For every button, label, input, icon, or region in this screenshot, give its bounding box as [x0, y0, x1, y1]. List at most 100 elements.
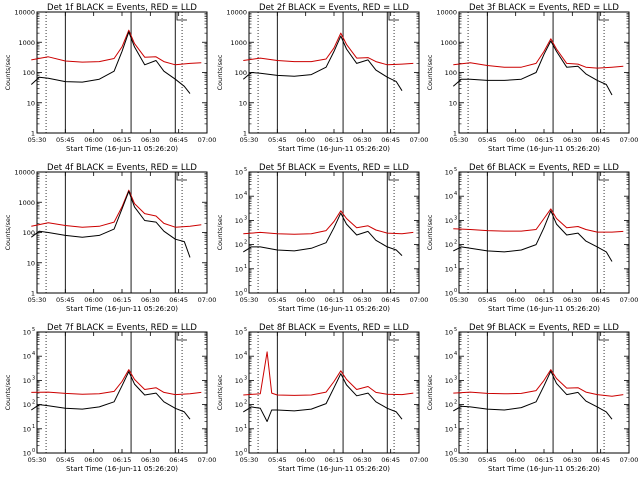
panel-title: Det 8f BLACK = Events, RED = LLD: [259, 323, 409, 333]
x-tick-label: 06:00: [296, 456, 315, 464]
y-tick-exponent: 5: [32, 327, 35, 333]
x-tick-label: 06:30: [353, 456, 372, 464]
x-tick-label: 07:00: [198, 296, 217, 304]
y-axis-label: Counts/sec: [426, 374, 434, 410]
x-axis-label: Start Time (16-Jun-11 05:26:20): [488, 465, 600, 473]
x-tick-label: 07:00: [620, 456, 639, 464]
x-tick-label: 05:30: [240, 456, 259, 464]
plot-frame: [248, 11, 420, 134]
legend-box: [388, 332, 399, 341]
events-series-line: [31, 371, 191, 420]
panel-title: Det 4f BLACK = Events, RED = LLD: [47, 163, 197, 173]
x-tick-label: 05:45: [56, 136, 75, 144]
events-series-line: [243, 373, 403, 422]
y-tick-label: 10: [445, 401, 453, 409]
legend-box: [388, 172, 399, 181]
x-tick-label: 06:45: [591, 136, 610, 144]
x-tick-label: 06:30: [353, 136, 372, 144]
x-axis-label: Start Time (16-Jun-11 05:26:20): [278, 145, 390, 153]
y-tick-exponent: 3: [454, 375, 457, 381]
x-tick-label: 06:45: [591, 456, 610, 464]
x-tick-label: 06:00: [506, 456, 525, 464]
plot-frame: [248, 331, 420, 454]
panel-title: Det 6f BLACK = Events, RED = LLD: [469, 163, 619, 173]
x-axis-label: Start Time (16-Jun-11 05:26:20): [66, 305, 178, 313]
x-tick-label: 06:15: [325, 296, 344, 304]
x-tick-label: 05:30: [240, 296, 259, 304]
y-tick-exponent: 3: [32, 375, 35, 381]
x-axis-label: Start Time (16-Jun-11 05:26:20): [488, 305, 600, 313]
y-axis-label: Counts/sec: [216, 54, 224, 90]
x-tick-label: 06:15: [325, 456, 344, 464]
y-tick-label: 100: [445, 69, 457, 77]
y-tick-label: 10: [235, 241, 243, 249]
legend-box: [598, 332, 609, 341]
y-tick-exponent: 3: [244, 375, 247, 381]
x-tick-label: 06:15: [535, 456, 554, 464]
y-tick-exponent: 0: [454, 288, 457, 294]
panel-4: Det 4f BLACK = Events, RED = LLD 05:30 05:…: [4, 163, 216, 313]
panel-8: Det 8f BLACK = Events, RED = LLD 05:30 05:…: [216, 323, 428, 473]
x-tick-label: 07:00: [410, 456, 429, 464]
y-tick-exponent: 4: [32, 351, 35, 357]
y-tick-exponent: 1: [244, 264, 247, 270]
y-tick-exponent: 3: [454, 215, 457, 221]
x-tick-label: 06:45: [591, 296, 610, 304]
x-tick-label: 06:15: [535, 296, 554, 304]
x-tick-label: 06:00: [506, 296, 525, 304]
x-tick-label: 06:30: [141, 296, 160, 304]
x-tick-label: 05:30: [450, 296, 469, 304]
x-tick-label: 06:30: [141, 136, 160, 144]
y-tick-label: 1: [453, 130, 457, 138]
x-tick-label: 05:45: [268, 136, 287, 144]
y-tick-exponent: 0: [244, 288, 247, 294]
x-tick-label: 05:30: [28, 296, 47, 304]
x-tick-label: 07:00: [620, 296, 639, 304]
y-tick-label: 10: [235, 217, 243, 225]
y-tick-label: 10: [449, 99, 457, 107]
x-tick-label: 06:00: [296, 136, 315, 144]
panel-6: Det 6f BLACK = Events, RED = LLD 05:30 05:…: [426, 163, 638, 313]
y-tick-exponent: 5: [454, 167, 457, 173]
events-series-line: [452, 40, 613, 96]
legend-box: [388, 12, 399, 21]
y-tick-label: 10: [235, 169, 243, 177]
x-tick-label: 06:30: [563, 456, 582, 464]
y-tick-exponent: 2: [244, 400, 247, 406]
y-axis-label: Counts/sec: [426, 214, 434, 250]
y-tick-label: 1: [31, 290, 35, 298]
legend-box: [176, 172, 187, 181]
y-tick-label: 10: [235, 425, 243, 433]
y-tick-label: 10: [445, 377, 453, 385]
y-axis-label: Counts/sec: [4, 54, 12, 90]
x-tick-label: 06:00: [506, 136, 525, 144]
y-tick-exponent: 4: [244, 191, 247, 197]
y-tick-exponent: 5: [244, 327, 247, 333]
lld-series-line: [453, 208, 624, 233]
y-tick-exponent: 0: [454, 448, 457, 454]
y-tick-label: 10: [445, 265, 453, 273]
y-tick-label: 1000: [18, 39, 35, 47]
lld-series-line: [31, 369, 202, 396]
x-tick-label: 06:30: [141, 456, 160, 464]
events-series-line: [30, 31, 191, 94]
x-tick-label: 06:45: [381, 456, 400, 464]
x-axis-label: Start Time (16-Jun-11 05:26:20): [66, 145, 178, 153]
y-tick-label: 1: [31, 130, 35, 138]
panel-title: Det 7f BLACK = Events, RED = LLD: [47, 323, 197, 333]
y-tick-label: 10: [235, 401, 243, 409]
events-series-line: [453, 210, 613, 262]
y-tick-label: 10: [445, 290, 453, 298]
y-tick-exponent: 1: [244, 424, 247, 430]
y-tick-label: 10: [445, 193, 453, 201]
y-axis-label: Counts/sec: [4, 214, 12, 250]
y-axis-label: Counts/sec: [426, 54, 434, 90]
y-tick-label: 10: [23, 425, 31, 433]
y-tick-exponent: 4: [244, 351, 247, 357]
y-tick-label: 10: [235, 377, 243, 385]
lld-series-line: [453, 38, 624, 69]
y-tick-label: 10: [235, 353, 243, 361]
y-tick-label: 10: [23, 353, 31, 361]
y-tick-label: 10000: [226, 9, 247, 17]
